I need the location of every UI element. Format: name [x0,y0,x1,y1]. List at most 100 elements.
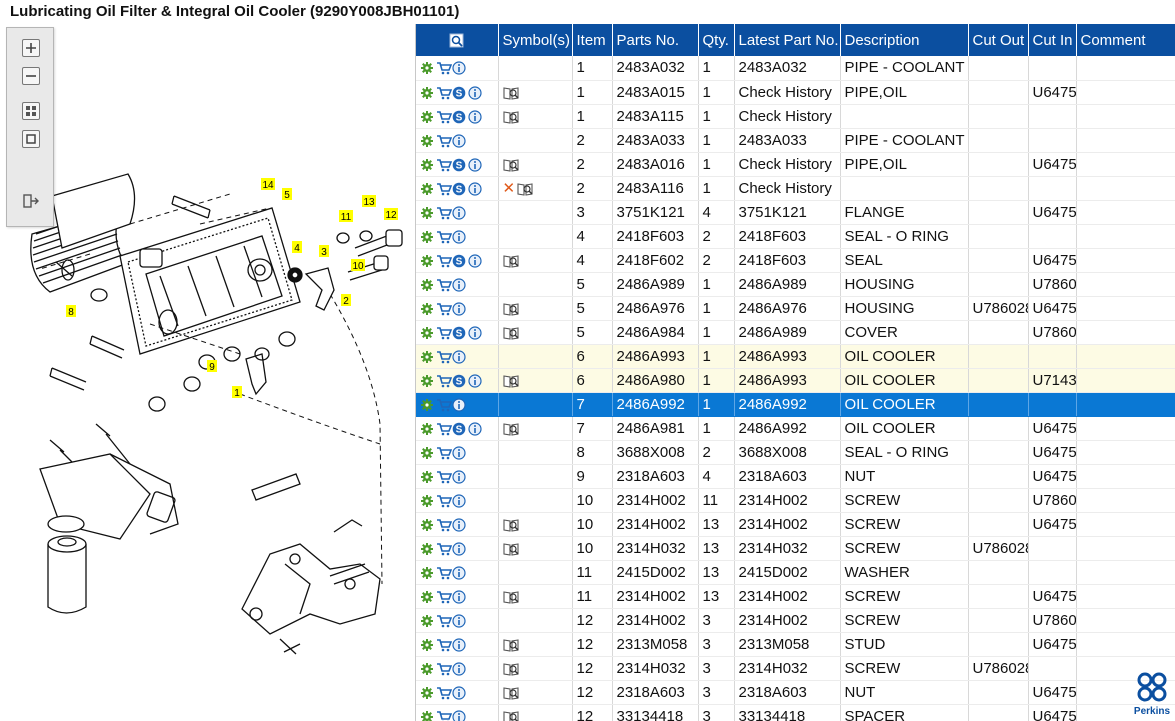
info-icon[interactable] [468,253,482,268]
info-icon[interactable] [468,181,482,196]
table-row[interactable]: 9 2318A603 4 2318A603 NUT U6475 [416,464,1175,489]
gear-icon[interactable] [420,662,434,676]
history-book-icon[interactable] [502,158,519,172]
zoom-out-button[interactable] [22,67,40,85]
table-row[interactable]: S ✕ 2 2483A116 1 Check History [416,176,1175,201]
table-row[interactable]: 1 2483A032 1 2483A032 PIPE - COOLANT [416,56,1175,81]
gear-icon[interactable] [420,278,434,292]
info-icon[interactable] [452,349,466,364]
gear-icon[interactable] [420,134,434,148]
callout-9[interactable]: 9 [207,360,217,373]
exploded-diagram-panel[interactable]: 14 5 13 11 12 4 3 10 8 2 9 1 [0,24,410,721]
info-icon[interactable] [468,421,482,436]
history-book-icon[interactable] [502,542,519,556]
callout-14[interactable]: 14 [261,178,275,191]
table-row[interactable]: 10 2314H002 11 2314H002 SCREW U7860 [416,488,1175,513]
info-icon[interactable] [452,709,466,721]
callout-4[interactable]: 4 [292,241,302,254]
callout-1[interactable]: 1 [232,386,242,399]
gear-icon[interactable] [420,158,434,172]
cart-icon[interactable] [436,638,452,652]
table-row[interactable]: S 6 2486A980 1 2486A993 OIL COOLER U7143 [416,368,1175,393]
header-latest-part-no[interactable]: Latest Part No. [734,24,841,56]
table-row[interactable]: S 4 2418F602 2 2418F603 SEAL U6475 [416,248,1175,273]
table-row[interactable]: 12 2313M058 3 2313M058 STUD U6475 [416,632,1175,657]
cart-icon[interactable] [436,61,452,75]
gear-icon[interactable] [420,470,434,484]
gear-icon[interactable] [420,182,434,196]
gear-icon[interactable] [420,398,434,412]
gear-icon[interactable] [420,61,434,75]
callout-10[interactable]: 10 [351,259,365,272]
history-book-icon[interactable] [502,518,519,532]
history-book-icon[interactable] [502,110,519,124]
cart-icon[interactable] [436,710,452,721]
table-row[interactable]: 12 2314H002 3 2314H002 SCREW U7860 [416,608,1175,633]
gear-icon[interactable] [420,326,434,340]
supersession-icon[interactable]: S [452,86,466,100]
history-book-icon[interactable] [502,302,519,316]
gear-icon[interactable] [420,566,434,580]
export-button[interactable] [22,192,40,210]
history-book-icon[interactable] [502,590,519,604]
gear-icon[interactable] [420,302,434,316]
table-row[interactable]: S 1 2483A115 1 Check History [416,104,1175,129]
table-row[interactable]: 10 2314H032 13 2314H032 SCREW U786028 [416,536,1175,561]
zoom-in-button[interactable] [22,39,40,57]
table-row[interactable]: S 2 2483A016 1 Check History PIPE,OIL U6475 [416,152,1175,177]
cart-icon[interactable] [436,446,452,460]
cart-icon[interactable] [436,518,452,532]
history-book-icon[interactable] [502,254,519,268]
gear-icon[interactable] [420,86,434,100]
callout-13[interactable]: 13 [362,195,376,208]
gear-icon[interactable] [420,422,434,436]
info-icon[interactable] [452,541,466,556]
gear-icon[interactable] [420,542,434,556]
cart-icon[interactable] [436,110,452,124]
info-icon[interactable] [452,493,466,508]
info-icon[interactable] [452,661,466,676]
info-icon[interactable] [468,157,482,172]
gear-icon[interactable] [420,206,434,220]
info-icon[interactable] [452,229,466,244]
callout-3[interactable]: 3 [319,245,329,258]
gear-icon[interactable] [420,110,434,124]
header-qty[interactable]: Qty. [698,24,735,56]
gear-icon[interactable] [420,446,434,460]
gear-icon[interactable] [420,590,434,604]
cart-icon[interactable] [436,278,452,292]
info-icon[interactable] [452,133,466,148]
header-comment[interactable]: Comment [1076,24,1175,56]
header-parts-no[interactable]: Parts No. [612,24,699,56]
info-icon[interactable] [452,397,466,412]
table-row[interactable]: 6 2486A993 1 2486A993 OIL COOLER [416,344,1175,369]
history-book-icon[interactable] [502,662,519,676]
cart-icon[interactable] [436,158,452,172]
history-book-icon[interactable] [502,638,519,652]
table-row[interactable]: 11 2415D002 13 2415D002 WASHER [416,560,1175,585]
history-book-icon[interactable] [502,86,519,100]
info-icon[interactable] [452,685,466,700]
callout-5[interactable]: 5 [282,188,292,201]
cart-icon[interactable] [436,590,452,604]
table-row[interactable]: 12 33134418 3 33134418 SPACER U6475 [416,704,1175,721]
table-row[interactable]: 5 2486A976 1 2486A976 HOUSING U786028 U6475 [416,296,1175,321]
fit-page-button[interactable] [22,102,40,120]
table-row[interactable]: 8 3688X008 2 3688X008 SEAL - O RING U6475 [416,440,1175,465]
history-book-icon[interactable] [502,686,519,700]
cart-icon[interactable] [436,230,452,244]
table-row[interactable]: 12 2318A603 3 2318A603 NUT U6475 [416,680,1175,705]
info-icon[interactable] [452,613,466,628]
info-icon[interactable] [468,109,482,124]
callout-2[interactable]: 2 [341,294,351,307]
header-description[interactable]: Description [840,24,969,56]
cart-icon[interactable] [436,206,452,220]
table-row[interactable]: 12 2314H032 3 2314H032 SCREW U786028 [416,656,1175,681]
header-cut-in[interactable]: Cut In [1028,24,1077,56]
gear-icon[interactable] [420,494,434,508]
info-icon[interactable] [452,205,466,220]
gear-icon[interactable] [420,614,434,628]
info-icon[interactable] [452,517,466,532]
gear-icon[interactable] [420,710,434,721]
cart-icon[interactable] [436,302,452,316]
